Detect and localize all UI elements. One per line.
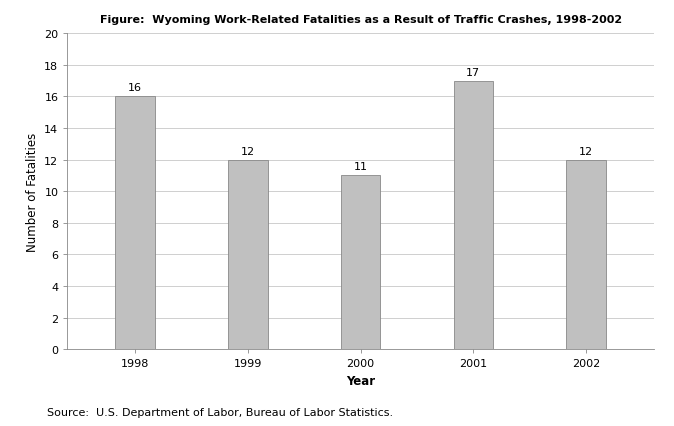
Text: Source:  U.S. Department of Labor, Bureau of Labor Statistics.: Source: U.S. Department of Labor, Bureau…: [47, 408, 394, 417]
Bar: [115, 97, 155, 349]
Bar: [454, 81, 493, 349]
Text: 12: 12: [241, 146, 255, 156]
Title: Figure:  Wyoming Work-Related Fatalities as a Result of Traffic Crashes, 1998-20: Figure: Wyoming Work-Related Fatalities …: [100, 15, 621, 25]
Text: 16: 16: [128, 83, 142, 93]
Text: 11: 11: [354, 162, 367, 172]
Text: 12: 12: [579, 146, 593, 156]
Bar: [228, 160, 268, 349]
Text: 17: 17: [466, 67, 481, 78]
Bar: [566, 160, 606, 349]
Y-axis label: Number of Fatalities: Number of Fatalities: [26, 132, 38, 251]
X-axis label: Year: Year: [346, 374, 375, 387]
Bar: [341, 176, 380, 349]
